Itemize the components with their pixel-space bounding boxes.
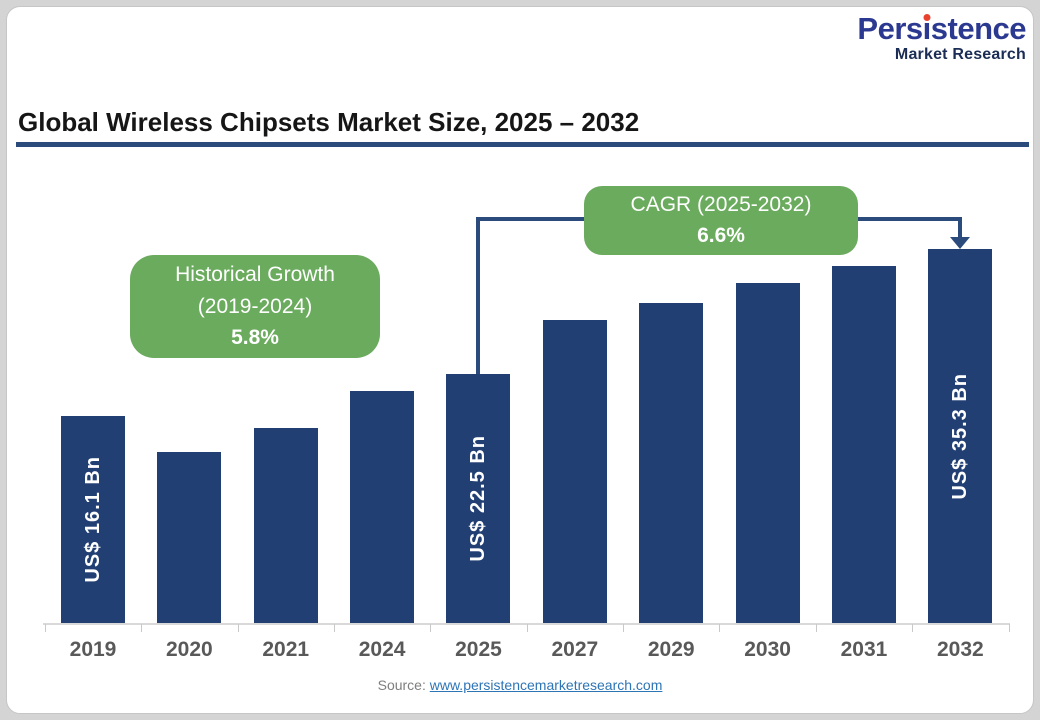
- bar-2030: [735, 283, 800, 623]
- bar-2027: [542, 320, 607, 623]
- bar-2029: [639, 303, 704, 623]
- x-axis-tick: [44, 624, 46, 632]
- source-line: Source: www.persistencemarketresearch.co…: [0, 677, 1040, 693]
- pmr-logo: Persistence Market Research: [857, 13, 1026, 64]
- x-axis-label-2024: 2024: [358, 638, 406, 661]
- x-axis-label-2027: 2027: [551, 638, 599, 661]
- x-axis-tick: [719, 624, 721, 632]
- bracket-line-2025: [476, 217, 480, 374]
- historical-growth-line2: (2019-2024): [197, 294, 313, 318]
- historical-growth-callout: Historical Growth (2019-2024) 5.8%: [130, 255, 380, 358]
- x-axis-label-2032: 2032: [936, 638, 984, 661]
- title-underline: [16, 142, 1029, 147]
- bar-value-label-2032: US$ 35.3 Bn: [948, 372, 971, 500]
- x-axis-tick: [526, 624, 528, 632]
- source-link[interactable]: www.persistencemarketresearch.com: [429, 677, 663, 693]
- x-axis-label-2029: 2029: [647, 638, 695, 661]
- x-axis-tick: [430, 624, 432, 632]
- historical-growth-value: 5.8%: [231, 326, 279, 350]
- x-axis-tick: [333, 624, 335, 632]
- cagr-line1: CAGR (2025-2032): [630, 193, 812, 217]
- bar-value-label-2025: US$ 22.5 Bn: [466, 435, 489, 562]
- x-axis-tick: [912, 624, 914, 632]
- x-axis-tick: [815, 624, 817, 632]
- bar-2024: [350, 391, 415, 623]
- bar-2032: US$ 35.3 Bn: [928, 249, 993, 623]
- x-axis-label-2031: 2031: [840, 638, 888, 661]
- bar-2019: US$ 16.1 Bn: [61, 416, 125, 623]
- logo-subtitle: Market Research: [894, 46, 1026, 63]
- logo-wordmark: Persistence: [857, 13, 1026, 44]
- bar-2021: [253, 428, 318, 623]
- logo-red-dot-i: i: [922, 11, 932, 46]
- bar-value-label-2019: US$ 16.1 Bn: [81, 456, 104, 583]
- x-axis-tick: [1008, 624, 1010, 632]
- x-axis-line: [43, 623, 1010, 625]
- logo-word-pre: Pers: [857, 11, 923, 46]
- x-axis-label-2025: 2025: [455, 638, 502, 661]
- x-axis-label-2021: 2021: [262, 638, 310, 661]
- logo-word-post: stence: [930, 11, 1027, 46]
- bar-2025: US$ 22.5 Bn: [446, 374, 511, 623]
- historical-growth-line1: Historical Growth: [175, 263, 335, 287]
- bracket-arrowhead-icon: [950, 237, 970, 249]
- source-label: Source:: [377, 677, 426, 693]
- bar-2031: [831, 266, 896, 623]
- x-axis-label-2030: 2030: [744, 638, 791, 661]
- bar-2020: [157, 452, 222, 623]
- bracket-line-2032: [958, 217, 962, 238]
- cagr-value: 6.6%: [697, 223, 745, 247]
- x-axis-tick: [237, 624, 239, 632]
- page-title: Global Wireless Chipsets Market Size, 20…: [18, 107, 640, 137]
- x-axis-label-2020: 2020: [166, 638, 213, 661]
- x-axis-tick: [623, 624, 625, 632]
- x-axis-tick: [141, 624, 143, 632]
- x-axis-label-2019: 2019: [69, 638, 117, 661]
- cagr-callout: CAGR (2025-2032) 6.6%: [584, 186, 858, 255]
